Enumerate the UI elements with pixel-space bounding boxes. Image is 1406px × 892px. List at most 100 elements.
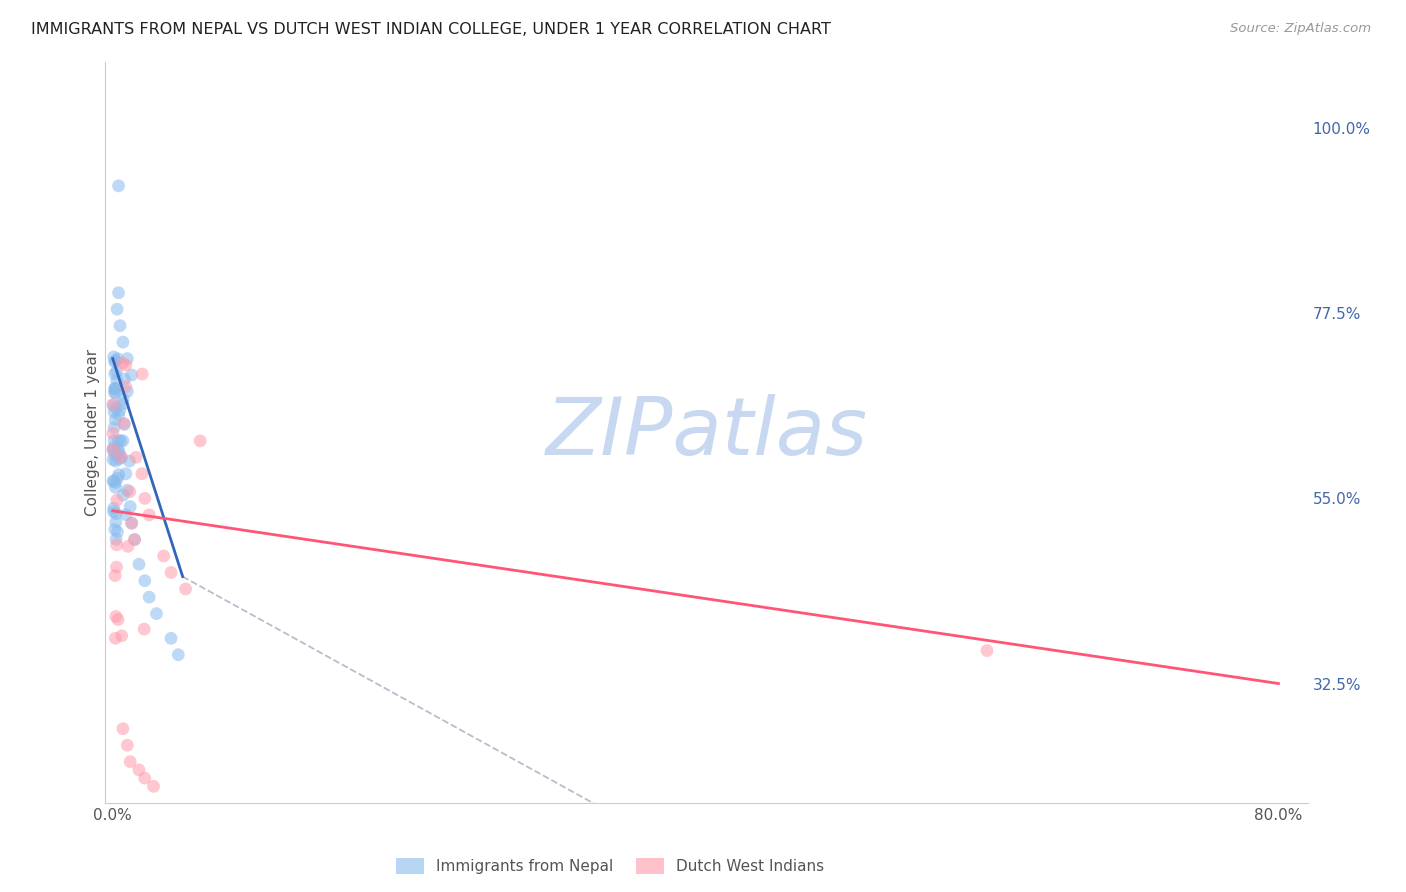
Point (134, 771, 156, 785)
Point (107, 434, 129, 448)
Point (121, 516, 143, 530)
Point (188, 434, 211, 448)
Point (105, 302, 128, 317)
Y-axis label: College, Under 1 year: College, Under 1 year (84, 349, 100, 516)
Point (105, 493, 128, 508)
Point (104, 523, 127, 537)
Point (101, 474, 124, 488)
Point (104, 353, 127, 368)
Point (104, 454, 127, 468)
Text: ZIPatlas: ZIPatlas (546, 393, 868, 472)
Point (107, 442, 129, 457)
Point (114, 380, 136, 394)
Point (120, 500, 142, 514)
Point (103, 442, 125, 457)
Point (117, 384, 139, 399)
Point (104, 515, 127, 529)
Point (115, 508, 138, 522)
Point (110, 450, 132, 465)
Point (111, 722, 134, 736)
Point (105, 533, 128, 547)
Point (104, 381, 127, 395)
Point (108, 318, 131, 333)
Point (118, 484, 141, 499)
Point (152, 549, 174, 563)
Point (104, 609, 127, 624)
Point (104, 386, 127, 401)
Point (107, 285, 129, 300)
Point (145, 607, 167, 621)
Point (104, 632, 127, 646)
Point (103, 474, 125, 488)
Point (125, 450, 148, 465)
Point (108, 403, 131, 417)
Point (111, 335, 134, 350)
Point (112, 417, 135, 431)
Point (138, 508, 160, 522)
Point (105, 538, 128, 552)
Point (111, 434, 134, 448)
Point (110, 450, 132, 464)
Point (142, 780, 165, 794)
Point (103, 441, 125, 455)
Point (121, 516, 143, 530)
Point (976, 643, 998, 657)
Point (103, 405, 125, 419)
Point (131, 467, 153, 481)
Point (107, 613, 129, 627)
Point (134, 491, 156, 506)
Point (117, 738, 139, 752)
Point (101, 397, 124, 411)
Point (111, 356, 134, 370)
Point (103, 501, 125, 516)
Point (107, 467, 129, 482)
Point (138, 590, 160, 604)
Point (104, 475, 127, 490)
Point (134, 574, 156, 588)
Point (128, 558, 150, 572)
Point (115, 358, 138, 372)
Point (104, 401, 127, 415)
Point (101, 398, 124, 412)
Point (104, 367, 127, 381)
Point (105, 560, 128, 574)
Point (104, 382, 127, 396)
Point (105, 365, 128, 379)
Point (105, 373, 128, 387)
Point (112, 397, 135, 411)
Point (117, 539, 139, 553)
Point (108, 451, 131, 466)
Point (101, 443, 124, 458)
Point (117, 351, 139, 366)
Legend: Immigrants from Nepal, Dutch West Indians: Immigrants from Nepal, Dutch West Indian… (391, 852, 831, 880)
Point (111, 629, 134, 643)
Point (105, 445, 128, 459)
Point (108, 445, 131, 459)
Point (104, 382, 127, 396)
Point (120, 755, 142, 769)
Text: IMMIGRANTS FROM NEPAL VS DUTCH WEST INDIAN COLLEGE, UNDER 1 YEAR CORRELATION CHA: IMMIGRANTS FROM NEPAL VS DUTCH WEST INDI… (31, 22, 831, 37)
Point (107, 471, 129, 485)
Point (104, 568, 127, 582)
Point (101, 426, 124, 441)
Point (121, 368, 143, 382)
Text: Source: ZipAtlas.com: Source: ZipAtlas.com (1230, 22, 1371, 36)
Point (112, 417, 135, 432)
Point (107, 178, 129, 193)
Point (110, 434, 132, 448)
Point (167, 648, 190, 662)
Point (103, 385, 125, 400)
Point (103, 350, 125, 364)
Point (103, 505, 125, 519)
Point (107, 524, 129, 539)
Point (124, 533, 146, 547)
Point (104, 480, 127, 494)
Point (114, 372, 136, 386)
Point (112, 392, 135, 407)
Point (115, 467, 138, 481)
Point (117, 483, 139, 498)
Point (134, 622, 156, 636)
Point (104, 412, 127, 426)
Point (160, 566, 183, 580)
Point (124, 533, 146, 547)
